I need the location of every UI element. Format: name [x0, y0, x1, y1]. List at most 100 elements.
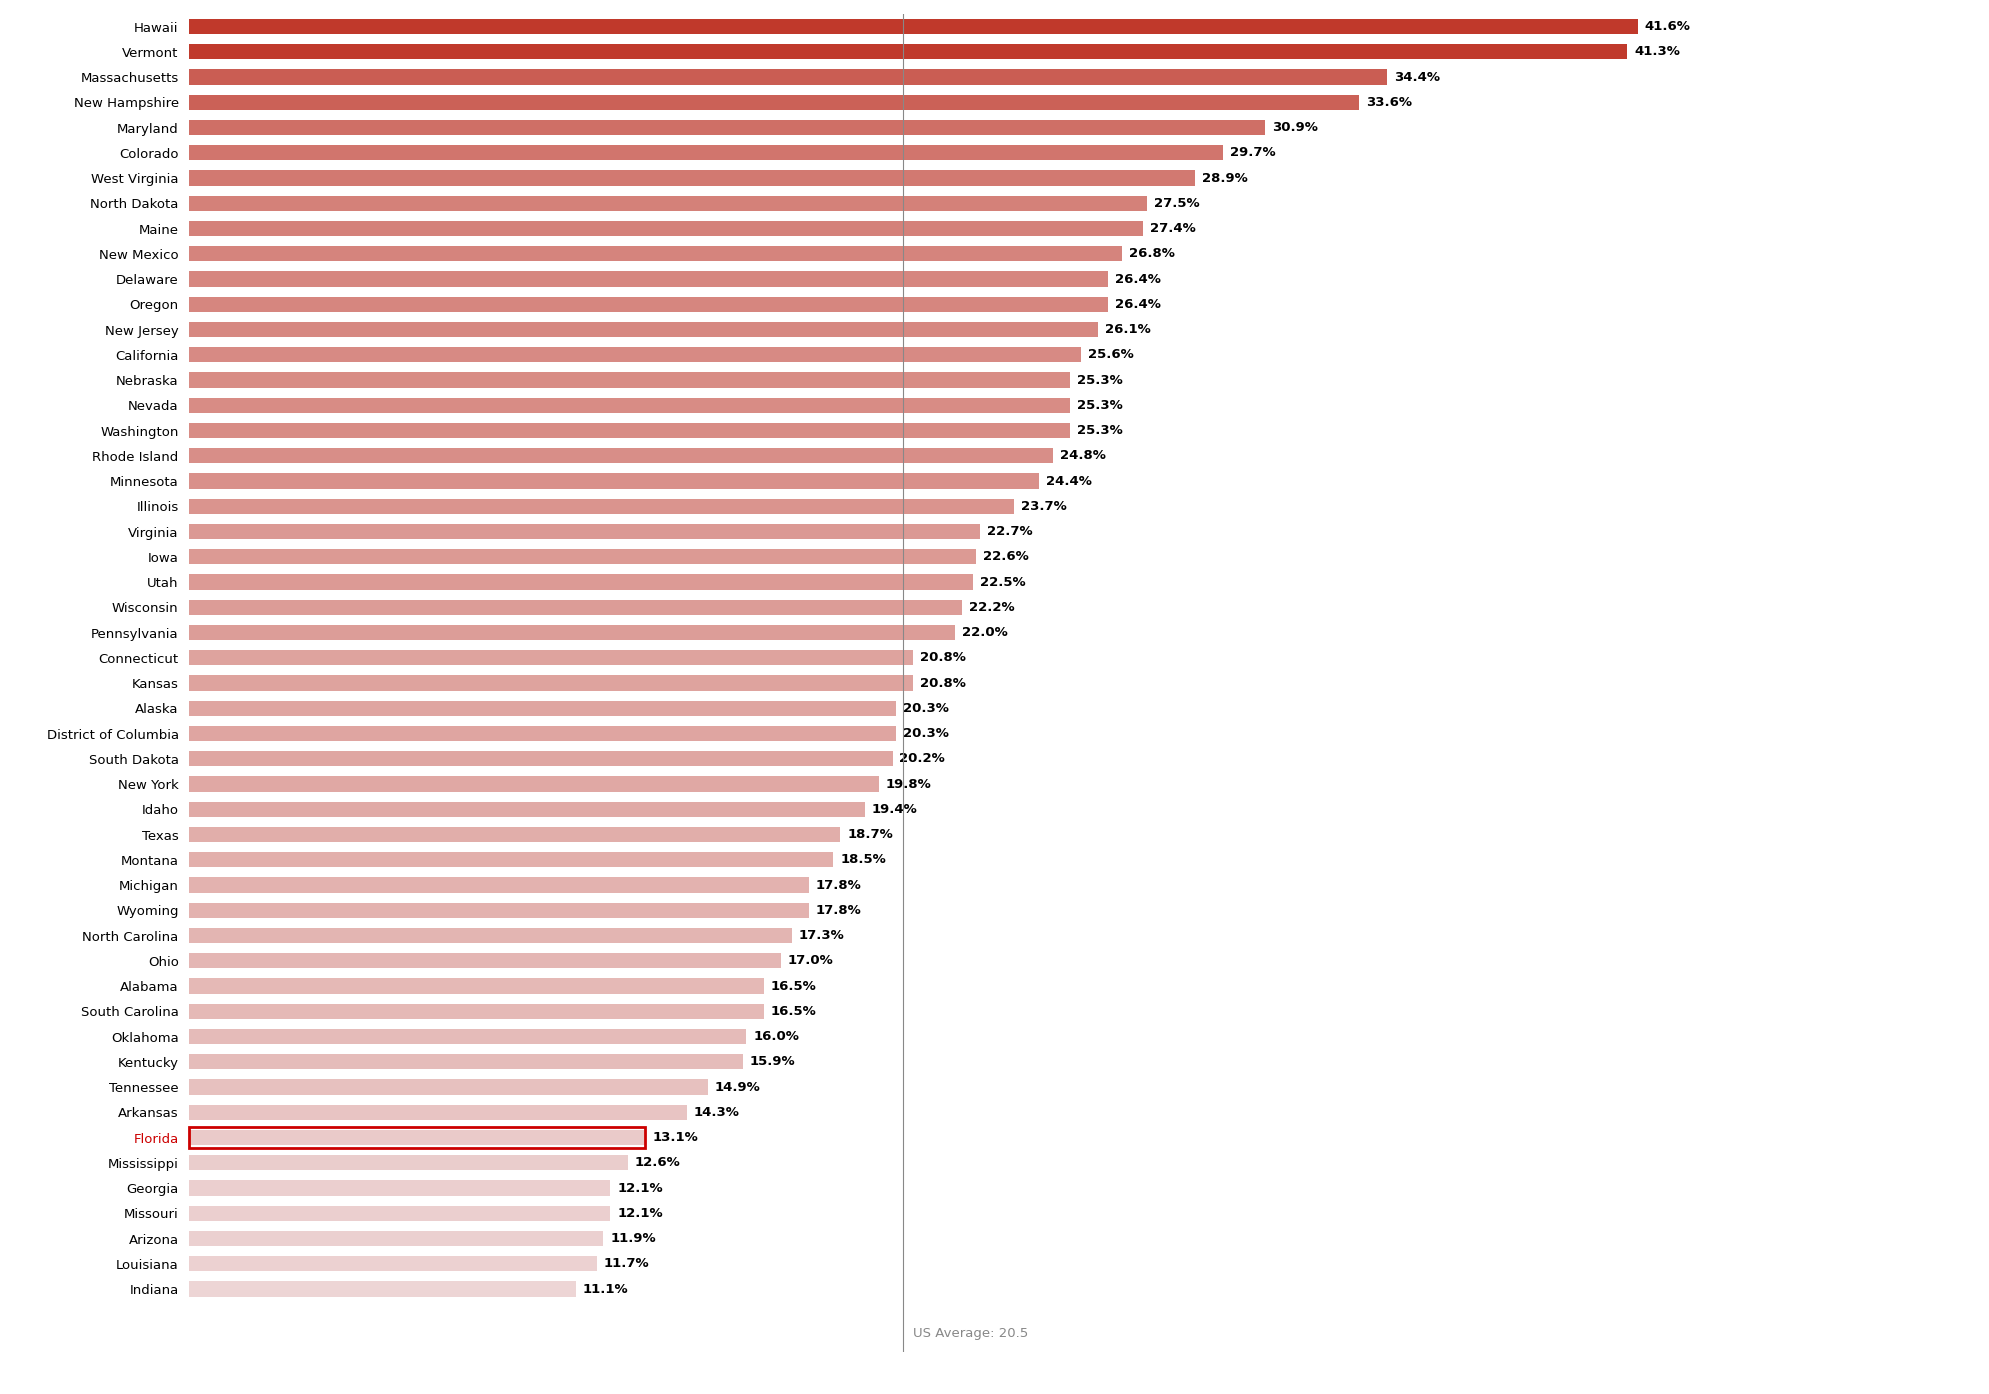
- Text: 14.3%: 14.3%: [694, 1105, 740, 1119]
- Bar: [189, 1131, 644, 1144]
- Bar: [189, 1054, 742, 1069]
- Bar: [189, 195, 1146, 210]
- Bar: [189, 322, 1098, 337]
- Bar: [189, 1231, 603, 1246]
- Text: 20.8%: 20.8%: [919, 676, 967, 690]
- Text: 17.3%: 17.3%: [798, 928, 843, 942]
- Bar: [189, 449, 1052, 463]
- Bar: [189, 776, 879, 792]
- Bar: [189, 1004, 764, 1019]
- Text: 20.2%: 20.2%: [899, 753, 945, 765]
- Text: 34.4%: 34.4%: [1392, 71, 1440, 84]
- Text: 24.4%: 24.4%: [1046, 474, 1092, 488]
- Text: 18.5%: 18.5%: [839, 853, 885, 866]
- Bar: [189, 953, 780, 969]
- Text: US Average: 20.5: US Average: 20.5: [913, 1327, 1028, 1340]
- Bar: [189, 903, 808, 917]
- Text: 11.9%: 11.9%: [611, 1232, 656, 1245]
- Text: 17.8%: 17.8%: [815, 878, 861, 892]
- Bar: [189, 145, 1223, 160]
- Text: 11.1%: 11.1%: [583, 1282, 629, 1295]
- Text: 17.8%: 17.8%: [815, 903, 861, 917]
- Bar: [189, 372, 1070, 388]
- Bar: [189, 1029, 746, 1044]
- Bar: [189, 802, 863, 817]
- Text: 23.7%: 23.7%: [1020, 500, 1066, 513]
- Bar: [189, 20, 1637, 33]
- Text: 16.5%: 16.5%: [770, 980, 815, 993]
- Text: 25.3%: 25.3%: [1076, 399, 1122, 411]
- Text: 15.9%: 15.9%: [750, 1055, 796, 1068]
- Text: 22.2%: 22.2%: [969, 601, 1014, 613]
- Text: 26.4%: 26.4%: [1114, 298, 1162, 311]
- Bar: [189, 524, 979, 539]
- Bar: [189, 701, 895, 717]
- Bar: [189, 70, 1386, 85]
- Text: 16.5%: 16.5%: [770, 1005, 815, 1018]
- Bar: [189, 170, 1195, 185]
- Text: 20.8%: 20.8%: [919, 651, 967, 665]
- Bar: [189, 625, 955, 640]
- Bar: [189, 928, 792, 944]
- Text: 26.4%: 26.4%: [1114, 273, 1162, 286]
- Text: 20.3%: 20.3%: [903, 701, 949, 715]
- Bar: [189, 877, 808, 892]
- Text: 19.8%: 19.8%: [885, 778, 931, 790]
- Text: 22.0%: 22.0%: [963, 626, 1006, 638]
- Text: 22.6%: 22.6%: [983, 551, 1028, 563]
- Text: 18.7%: 18.7%: [847, 828, 893, 841]
- Bar: [189, 95, 1358, 110]
- Text: 19.4%: 19.4%: [871, 803, 917, 815]
- Text: 12.1%: 12.1%: [617, 1182, 662, 1195]
- Bar: [189, 1181, 611, 1196]
- Bar: [189, 979, 764, 994]
- Text: 22.5%: 22.5%: [979, 576, 1024, 588]
- Bar: [189, 650, 913, 665]
- Text: 25.3%: 25.3%: [1076, 424, 1122, 438]
- Text: 28.9%: 28.9%: [1201, 171, 1247, 184]
- Bar: [189, 1156, 629, 1171]
- Bar: [189, 120, 1265, 135]
- Text: 13.1%: 13.1%: [652, 1131, 698, 1144]
- Bar: [189, 676, 913, 690]
- Bar: [189, 1079, 708, 1094]
- Text: 33.6%: 33.6%: [1366, 96, 1412, 109]
- Bar: [189, 852, 833, 867]
- Bar: [189, 347, 1080, 362]
- Bar: [189, 474, 1038, 489]
- Text: 41.6%: 41.6%: [1643, 20, 1691, 33]
- Text: 26.1%: 26.1%: [1104, 323, 1150, 336]
- Text: 41.3%: 41.3%: [1633, 46, 1679, 59]
- Bar: [189, 751, 891, 767]
- Bar: [189, 1281, 575, 1296]
- Bar: [189, 1104, 686, 1119]
- Text: 11.7%: 11.7%: [603, 1257, 648, 1270]
- Bar: [189, 272, 1108, 287]
- Bar: [189, 422, 1070, 438]
- Text: 27.4%: 27.4%: [1150, 222, 1195, 236]
- Text: 14.9%: 14.9%: [714, 1080, 760, 1093]
- Bar: [189, 574, 973, 590]
- Bar: [189, 499, 1014, 514]
- Bar: [189, 726, 895, 742]
- Bar: [189, 247, 1122, 262]
- Bar: [189, 827, 839, 842]
- Text: 27.5%: 27.5%: [1154, 197, 1199, 210]
- Text: 22.7%: 22.7%: [987, 526, 1032, 538]
- Bar: [189, 45, 1627, 60]
- Text: 12.6%: 12.6%: [634, 1156, 680, 1170]
- Text: 29.7%: 29.7%: [1229, 146, 1275, 159]
- Text: 20.3%: 20.3%: [903, 728, 949, 740]
- Bar: [189, 222, 1142, 236]
- Bar: [189, 1126, 644, 1149]
- Text: 30.9%: 30.9%: [1271, 121, 1317, 134]
- Text: 16.0%: 16.0%: [752, 1030, 800, 1043]
- Bar: [189, 297, 1108, 312]
- Text: 24.8%: 24.8%: [1060, 449, 1106, 463]
- Text: 26.8%: 26.8%: [1130, 247, 1175, 261]
- Text: 17.0%: 17.0%: [788, 955, 833, 967]
- Text: 25.3%: 25.3%: [1076, 374, 1122, 386]
- Bar: [189, 397, 1070, 413]
- Bar: [189, 1256, 597, 1271]
- Bar: [189, 549, 975, 565]
